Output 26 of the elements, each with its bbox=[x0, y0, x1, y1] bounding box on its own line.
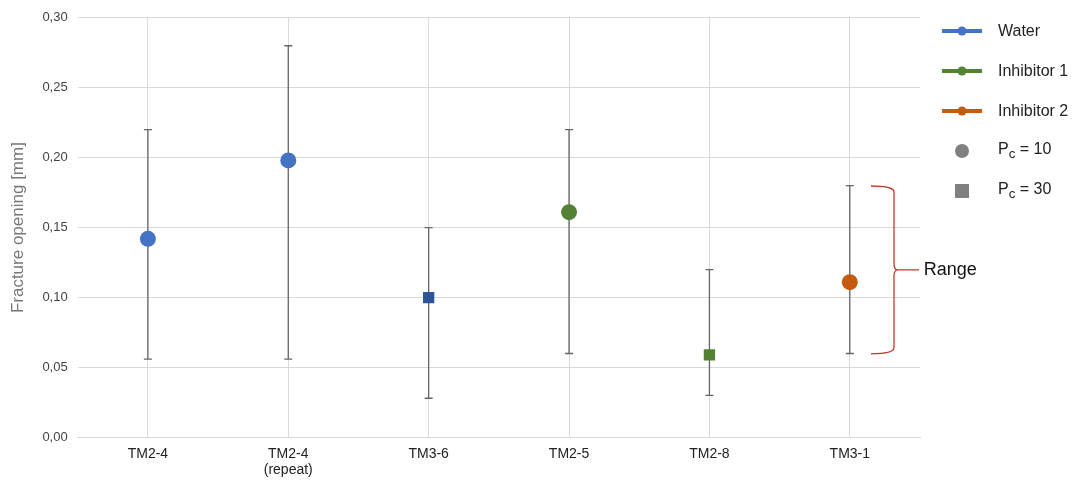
legend-label: Water bbox=[998, 22, 1041, 40]
legend-label: Inhibitor 2 bbox=[998, 102, 1069, 120]
point bbox=[561, 204, 578, 221]
legend-label: Inhibitor 1 bbox=[998, 62, 1069, 80]
y-tick-label: 0,30 bbox=[42, 9, 68, 25]
y-tick-label: 0,10 bbox=[42, 289, 68, 305]
y-tick-label: 0,05 bbox=[42, 359, 68, 375]
x-tick-label: TM2-8 bbox=[689, 444, 730, 461]
text: Range bbox=[923, 258, 977, 280]
point bbox=[423, 291, 435, 304]
x-tick-label: TM3-1 bbox=[829, 444, 871, 461]
point bbox=[703, 349, 716, 361]
x-tick-label: TM2-5 bbox=[548, 444, 590, 461]
x-tick-label: TM2-4 bbox=[127, 444, 169, 461]
y-tick-label: 0,20 bbox=[42, 149, 68, 165]
x-tick-label: TM3-6 bbox=[408, 444, 450, 461]
point bbox=[280, 152, 297, 169]
x-tick-label: TM2-4 (repeat) bbox=[263, 444, 313, 478]
y-axis-title: Fracture opening [mm] bbox=[7, 142, 27, 314]
text: P$_{c}$ = 30 bbox=[998, 180, 1052, 202]
text: P$_{c}$ = 10 bbox=[998, 140, 1052, 162]
point bbox=[841, 274, 858, 291]
y-tick-label: 0,25 bbox=[42, 79, 68, 95]
y-tick-label: 0,15 bbox=[42, 219, 68, 235]
y-tick-label: 0,00 bbox=[42, 428, 68, 444]
point bbox=[139, 230, 156, 247]
